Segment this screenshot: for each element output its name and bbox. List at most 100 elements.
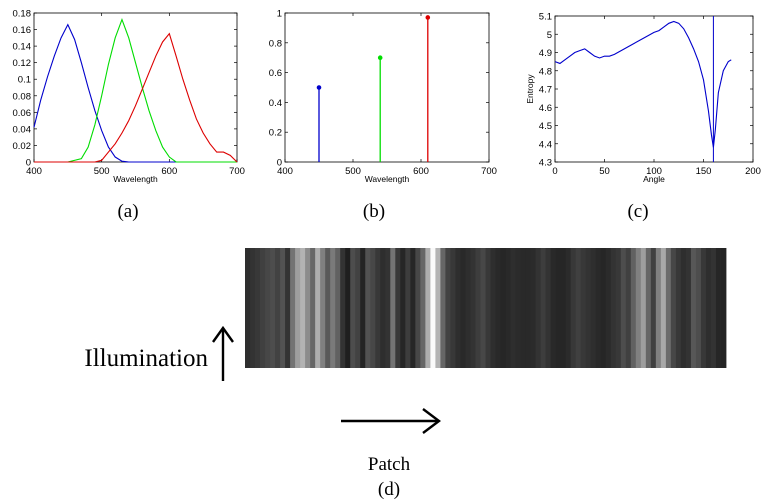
heatmap-column	[415, 248, 421, 368]
y-tick-label: 4.5	[539, 121, 552, 132]
heatmap-column	[425, 248, 431, 368]
heatmap-column	[265, 248, 271, 368]
y-tick-label: 5.1	[539, 12, 552, 23]
heatmap-column	[550, 248, 557, 368]
y-axis-label: Entropy	[525, 74, 535, 104]
heatmap-column	[645, 248, 652, 368]
heatmap-column	[480, 248, 486, 368]
heatmap-column	[525, 248, 531, 368]
heatmap-column	[435, 248, 441, 368]
heatmap-column	[350, 248, 356, 368]
heatmap-column	[690, 248, 697, 368]
heatmap-column	[375, 248, 381, 368]
heatmap-xlabel: Patch	[368, 454, 411, 475]
heatmap-column	[520, 248, 526, 368]
y-tick-label: 1	[277, 9, 282, 20]
heatmap-column	[555, 248, 562, 368]
y-tick-label: 0.04	[13, 124, 32, 135]
heatmap-column	[700, 248, 707, 368]
stem-head-0	[316, 85, 322, 90]
heatmap-column	[280, 248, 286, 368]
y-tick-label: 0.08	[13, 91, 32, 102]
heatmap-column	[495, 248, 501, 368]
heatmap-column	[380, 248, 386, 368]
heatmap-column	[250, 248, 256, 368]
chart-b-stems: 400 500 600 700 0 0.2 0.4 0.6 0.8 1 Wavelength	[269, 9, 497, 185]
x-tick-label: 50	[599, 166, 610, 177]
panel-label-b: (b)	[363, 201, 385, 222]
x-tick-label: 0	[552, 166, 557, 177]
heatmap-column	[365, 248, 371, 368]
heatmap-column	[420, 248, 426, 368]
series-line-0	[33, 23, 237, 163]
y-tick-label: 4.3	[539, 158, 552, 169]
y-tick-label: 0.4	[269, 98, 282, 109]
chart-a-spectra: 400 500 600 700 0 0.02 0.04 0.06 0.08 0.1 0.12 0.14…	[13, 9, 245, 185]
x-tick-label: 200	[745, 166, 761, 177]
y-tick-label: 0.14	[13, 42, 32, 53]
panel-label-c: (c)	[627, 201, 648, 222]
y-tick-label: 0.02	[13, 141, 32, 152]
heatmap-column	[675, 248, 682, 368]
series-line-2	[34, 32, 238, 163]
heatmap-column	[400, 248, 406, 368]
heatmap-column	[270, 248, 276, 368]
y-tick-label: 0.16	[13, 25, 32, 36]
y-tick-label: 0.1	[18, 75, 31, 86]
heatmap-column	[565, 248, 572, 368]
heatmap-column	[510, 248, 516, 368]
series-line-0	[554, 20, 732, 148]
y-tick-label: 4.8	[539, 66, 552, 77]
x-tick-label: 400	[277, 166, 293, 177]
y-tick-label: 0.6	[269, 68, 282, 79]
x-tick-label: 100	[646, 166, 662, 177]
heatmap-column	[335, 248, 341, 368]
heatmap-column	[465, 248, 471, 368]
plot-frame	[284, 12, 490, 163]
y-tick-label: 4.9	[539, 48, 552, 59]
heatmap-column	[440, 248, 446, 368]
x-axis-label: Wavelength	[113, 174, 158, 184]
x-tick-label: 500	[345, 166, 361, 177]
x-tick-label: 700	[229, 166, 245, 177]
chart-d-heatmap	[245, 248, 727, 368]
heatmap-column	[310, 248, 316, 368]
heatmap-column	[255, 248, 261, 368]
heatmap-column	[405, 248, 411, 368]
heatmap-column	[610, 248, 617, 368]
heatmap-column	[575, 248, 582, 368]
heatmap-column	[295, 248, 301, 368]
y-tick-label: 0.06	[13, 108, 32, 119]
stem-head-1	[377, 55, 383, 61]
x-tick-label: 600	[161, 166, 177, 177]
x-axis-label: Angle	[643, 174, 665, 184]
heatmap-column	[590, 248, 597, 368]
panel-label-d: (d)	[378, 479, 400, 500]
heatmap-column	[370, 248, 376, 368]
y-tick-label: 0	[26, 158, 31, 169]
heatmap-column	[585, 248, 592, 368]
y-tick-label: 0.12	[13, 58, 32, 69]
heatmap-column	[665, 248, 672, 368]
heatmap-column	[315, 248, 321, 368]
heatmap-column	[325, 248, 331, 368]
heatmap-column	[385, 248, 391, 368]
x-tick-label: 700	[481, 166, 497, 177]
y-tick-label: 0.8	[269, 38, 282, 49]
heatmap-column	[570, 248, 577, 368]
y-tick-label: 4.6	[539, 103, 552, 114]
heatmap-column	[430, 248, 436, 368]
heatmap-ylabel: Illumination	[84, 345, 208, 372]
heatmap-column	[320, 248, 326, 368]
heatmap-column	[595, 248, 602, 368]
heatmap-column	[290, 248, 296, 368]
heatmap-column	[540, 248, 547, 368]
patch-arrow	[341, 408, 441, 434]
x-tick-label: 150	[696, 166, 712, 177]
heatmap-column	[630, 248, 637, 368]
heatmap-column	[640, 248, 647, 368]
heatmap-column	[670, 248, 677, 368]
heatmap-column	[340, 248, 346, 368]
heatmap-column	[695, 248, 702, 368]
